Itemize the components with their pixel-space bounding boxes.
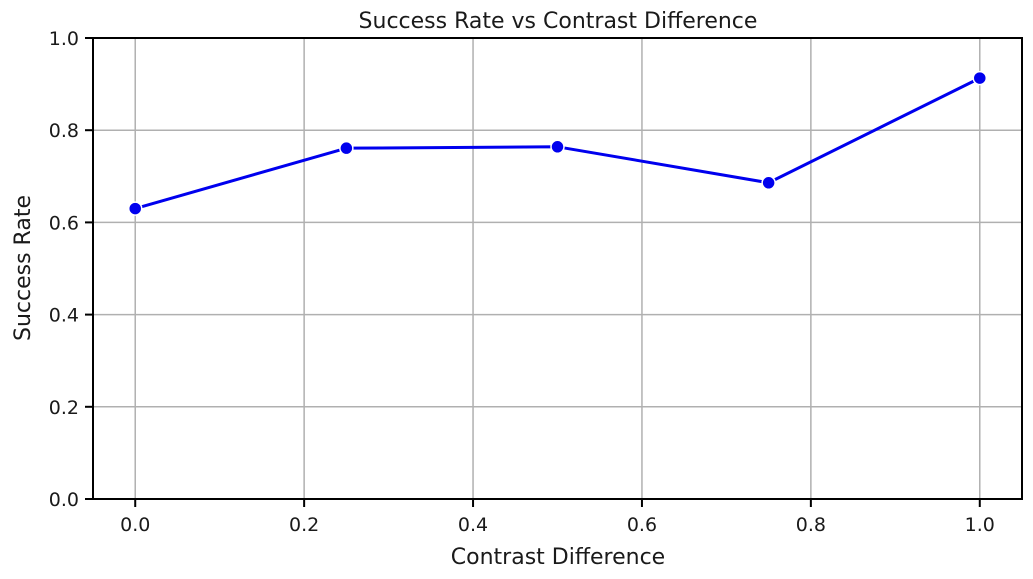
data-point — [339, 140, 354, 156]
grid — [93, 37, 1022, 500]
data-point — [761, 175, 776, 191]
chart-title: Success Rate vs Contrast Difference — [359, 9, 758, 34]
plot-frame — [92, 37, 1023, 500]
x-tick-label: 0.8 — [796, 514, 826, 536]
series — [127, 70, 988, 216]
x-tick-label: 1.0 — [965, 514, 995, 536]
x-tick-label: 0.2 — [289, 514, 319, 536]
y-tick-label: 0.6 — [49, 212, 79, 234]
x-tick-label: 0.0 — [120, 514, 150, 536]
x-axis-label: Contrast Difference — [451, 545, 665, 570]
y-tick-label: 0.8 — [49, 120, 79, 142]
data-point — [972, 70, 988, 86]
axes — [92, 37, 1023, 500]
data-point — [127, 201, 143, 216]
y-tick-label: 0.0 — [49, 489, 79, 511]
ticks: 0.0 0.2 0.4 0.6 0.8 1.0 0.0 0.2 0.4 0.6 0.8 1.0 — [49, 28, 995, 536]
y-axis-label: Success Rate — [11, 195, 36, 341]
y-tick-label: 1.0 — [49, 28, 79, 50]
y-tick-label: 0.4 — [49, 305, 79, 327]
x-tick-label: 0.6 — [627, 514, 657, 536]
x-tick-label: 0.4 — [458, 514, 488, 536]
data-point — [550, 139, 565, 155]
y-tick-label: 0.2 — [49, 397, 79, 419]
